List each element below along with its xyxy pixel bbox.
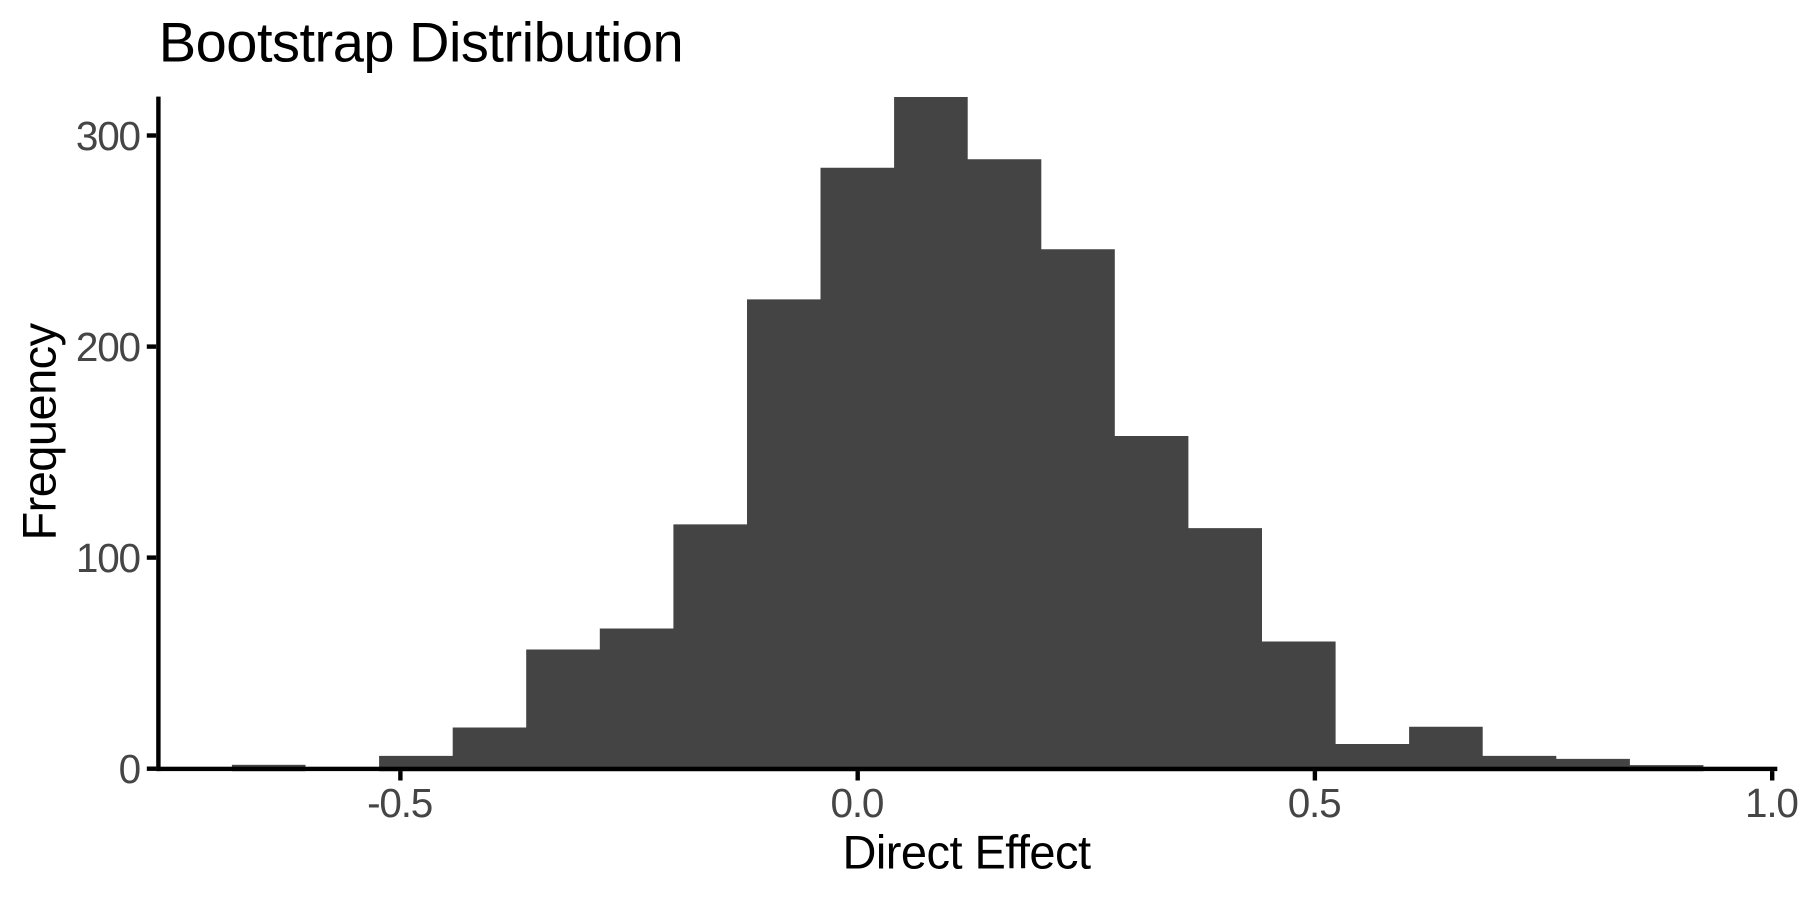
svg-text:0.0: 0.0	[831, 780, 884, 826]
svg-text:Bootstrap Distribution: Bootstrap Distribution	[159, 11, 683, 74]
svg-text:1.0: 1.0	[1745, 780, 1798, 826]
svg-text:0.5: 0.5	[1288, 780, 1341, 826]
svg-text:Frequency: Frequency	[12, 322, 65, 540]
svg-text:300: 300	[76, 113, 140, 159]
svg-text:200: 200	[76, 324, 140, 370]
svg-text:Direct Effect: Direct Effect	[843, 826, 1091, 879]
svg-text:0: 0	[119, 746, 140, 792]
svg-text:100: 100	[76, 535, 140, 581]
svg-text:-0.5: -0.5	[367, 780, 432, 826]
